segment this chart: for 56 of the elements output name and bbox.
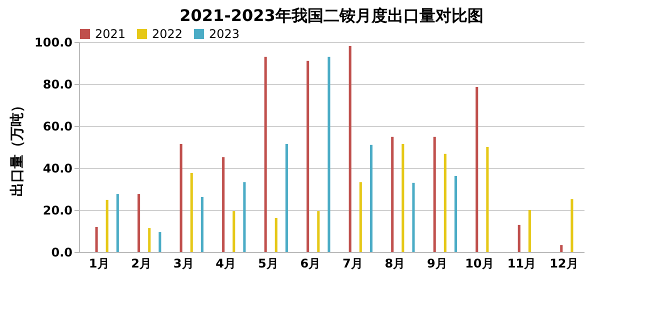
bar [370,144,372,252]
bar [560,245,563,252]
legend-label: 2022 [152,27,183,41]
bar [200,196,204,252]
x-tick-label: 10月 [465,256,494,270]
bar [274,218,278,252]
bar [116,194,119,252]
bar [476,86,478,252]
bar [138,194,140,252]
bar [486,147,489,252]
bar [306,60,310,252]
x-tick-label: 8月 [384,256,406,270]
bar [348,46,352,252]
bar [359,182,362,252]
bar [454,176,458,252]
y-tick-label: 40.0 [42,162,72,176]
bar [243,182,246,252]
bar [148,228,151,252]
x-tick-label: 4月 [216,256,236,270]
y-tick-label: 20.0 [42,204,72,218]
y-tick-label: 80.0 [42,78,72,92]
x-tick-label: 3月 [173,256,194,270]
bar [528,210,531,252]
y-tick-label: 100.0 [34,36,72,50]
x-tick-label: 1月 [88,256,110,270]
bar [433,136,436,252]
bar [444,154,446,252]
legend-label: 2023 [209,27,240,41]
bar [222,157,225,252]
x-tick-label: 2月 [131,256,152,270]
x-tick-label: 12月 [550,256,578,270]
bar [285,144,288,252]
bar [570,199,574,252]
bar [180,144,182,252]
y-tick-label: 0.0 [51,246,72,260]
bar [232,211,236,252]
bar [412,182,415,252]
chart-title: 2021-2023年我国二铵月度出口量对比图 [180,6,484,25]
bar [106,200,108,252]
bar [190,173,193,252]
bar [95,227,98,252]
x-tick-label: 6月 [300,256,321,270]
x-tick-label: 11月 [507,256,536,270]
x-tick-label: 7月 [342,256,363,270]
bar [518,224,520,252]
bar [158,232,162,252]
x-tick-label: 9月 [426,256,448,270]
x-tick-label: 5月 [258,256,278,270]
y-axis-title: 出口量（万吨） [10,98,26,196]
legend-label: 2021 [95,27,126,41]
bar [264,56,267,252]
y-tick-label: 60.0 [42,120,72,134]
bar [402,144,404,252]
bar [317,211,320,252]
bar [391,136,394,252]
bar [328,56,330,252]
